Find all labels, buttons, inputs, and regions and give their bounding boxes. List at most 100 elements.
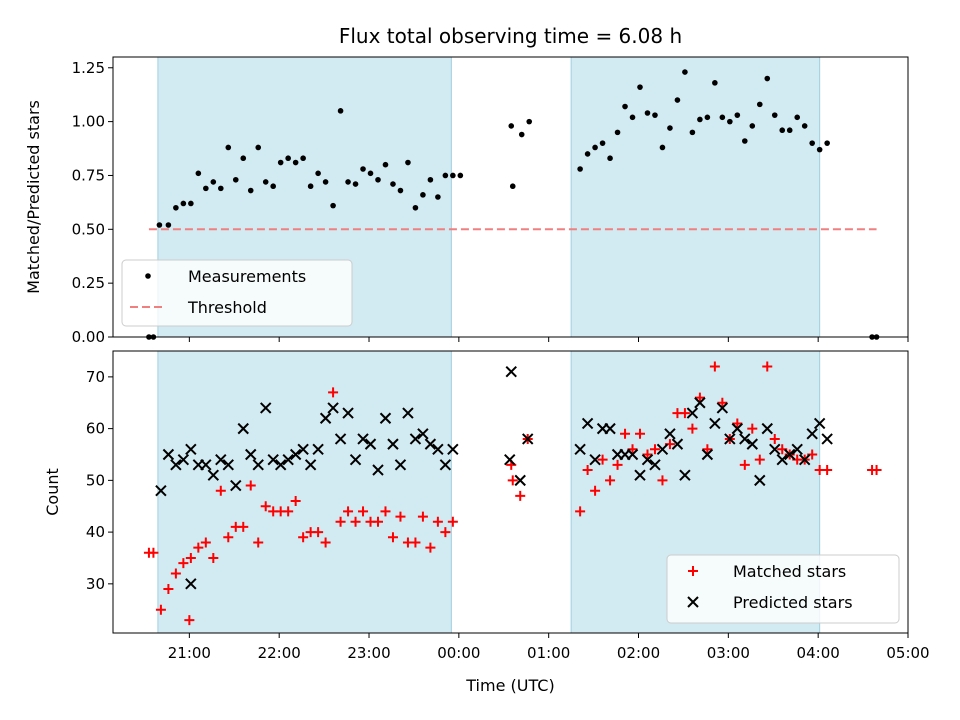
predicted-stars-point: [177, 453, 190, 466]
observing-window-2: [570, 56, 821, 338]
predicted-stars-point: [409, 433, 422, 445]
predicted-stars-point: [634, 469, 646, 481]
matched-stars-point: [762, 361, 773, 372]
legend: Measurements Threshold: [121, 259, 353, 327]
y-tick-label: 0.00: [72, 328, 105, 346]
y-tick-label: 0.75: [72, 166, 105, 184]
predicted-stars-point: [439, 459, 452, 471]
legend-label-threshold: Threshold: [187, 298, 267, 317]
measurements-point: [188, 200, 194, 207]
matched-stars-point: [582, 465, 593, 476]
matched-stars-point: [290, 496, 301, 507]
x-tick-label: 04:00: [797, 644, 840, 662]
matched-stars-point: [507, 475, 518, 486]
measurements-point: [637, 84, 643, 90]
y-tick-label: 1.00: [72, 113, 105, 131]
matched-stars-point: [747, 423, 758, 434]
measurements-point: [518, 131, 525, 138]
matched-stars-point: [687, 423, 698, 434]
predicted-stars-point: [155, 484, 167, 497]
measurements-point: [756, 101, 763, 108]
x-tick-label: 21:00: [168, 644, 211, 662]
legend-swatch-measurements: [145, 273, 151, 279]
measurements-point: [203, 185, 209, 192]
predicted-stars-point: [746, 438, 759, 450]
predicted-stars-point: [679, 469, 691, 481]
matched-stars-point: [380, 506, 391, 517]
measurements-point: [210, 179, 217, 185]
predicted-stars-point: [417, 428, 429, 440]
predicted-stars-point: [282, 453, 294, 466]
predicted-stars-point: [379, 412, 392, 424]
matched-stars-point: [373, 516, 383, 527]
predicted-stars-point: [424, 438, 437, 450]
measurements-point: [682, 69, 688, 75]
predicted-stars-point: [798, 453, 811, 466]
measurements-point: [801, 123, 808, 129]
measurements-point: [390, 181, 396, 187]
measurements-point: [173, 204, 179, 211]
x-tick-label: 05:00: [886, 644, 929, 662]
measurements-point: [607, 155, 613, 162]
matched-stars-point: [642, 449, 653, 460]
predicted-stars-point: [724, 433, 736, 445]
measurements-point: [337, 108, 344, 114]
measurements-point: [667, 125, 673, 131]
measurements-point: [816, 146, 823, 153]
measurements-point: [526, 118, 533, 125]
matched-stars-point: [208, 552, 219, 563]
x-tick-label: 22:00: [258, 644, 301, 662]
measurements-point: [786, 127, 793, 134]
measurements-point: [195, 170, 202, 177]
predicted-stars-point: [671, 438, 684, 450]
y-tick-label: 0.25: [72, 274, 105, 292]
measurements-point: [180, 200, 187, 207]
legend-box: [121, 259, 353, 327]
measurements-point: [352, 181, 359, 187]
measurements-point: [330, 202, 336, 209]
measurements-point: [247, 187, 254, 194]
measurements-point: [659, 144, 666, 151]
predicted-stars-point: [686, 407, 699, 419]
matched-stars-point: [200, 537, 211, 548]
predicted-stars-point: [274, 459, 287, 471]
matched-stars-point: [283, 506, 294, 517]
measurements-point: [644, 110, 651, 116]
matched-stars-point: [635, 428, 646, 439]
predicted-stars-point: [806, 428, 818, 440]
measurements-point: [508, 123, 515, 129]
predicted-stars-point: [626, 448, 639, 461]
measurements-point: [270, 183, 276, 190]
measurements-point: [764, 75, 771, 82]
matched-stars-point: [620, 428, 631, 439]
predicted-stars-point: [349, 453, 362, 466]
predicted-stars-point: [716, 402, 729, 414]
predicted-stars-point: [357, 433, 369, 445]
legend-swatch-matched-stars: [688, 566, 698, 576]
matched-stars-point: [238, 521, 249, 532]
predicted-stars-point: [215, 453, 227, 466]
predicted-stars-point: [581, 417, 594, 430]
measurements-point: [734, 112, 741, 118]
predicted-stars-point: [505, 365, 517, 378]
x-axis-label: Time (UTC): [465, 676, 554, 695]
predicted-stars-point: [522, 433, 534, 445]
measurements-point: [367, 170, 374, 177]
measurements-point: [442, 172, 449, 179]
measurements-point: [742, 138, 748, 144]
measurements-point: [240, 155, 247, 162]
predicted-stars-point: [327, 402, 339, 414]
measurements-point: [509, 183, 516, 190]
matched-stars-point: [597, 454, 608, 465]
predicted-stars-point: [364, 438, 377, 450]
matched-stars-point: [395, 511, 406, 522]
predicted-stars-point: [230, 479, 242, 492]
measurements-point: [165, 222, 172, 228]
predicted-stars-point: [514, 474, 526, 487]
chart-title: Flux total observing time = 6.08 h: [339, 24, 682, 48]
x-tick-label: 23:00: [347, 644, 390, 662]
matched-stars-point: [215, 485, 226, 496]
measurements-point: [599, 140, 606, 146]
matched-stars-point: [612, 459, 623, 470]
predicted-stars-point: [342, 407, 354, 419]
